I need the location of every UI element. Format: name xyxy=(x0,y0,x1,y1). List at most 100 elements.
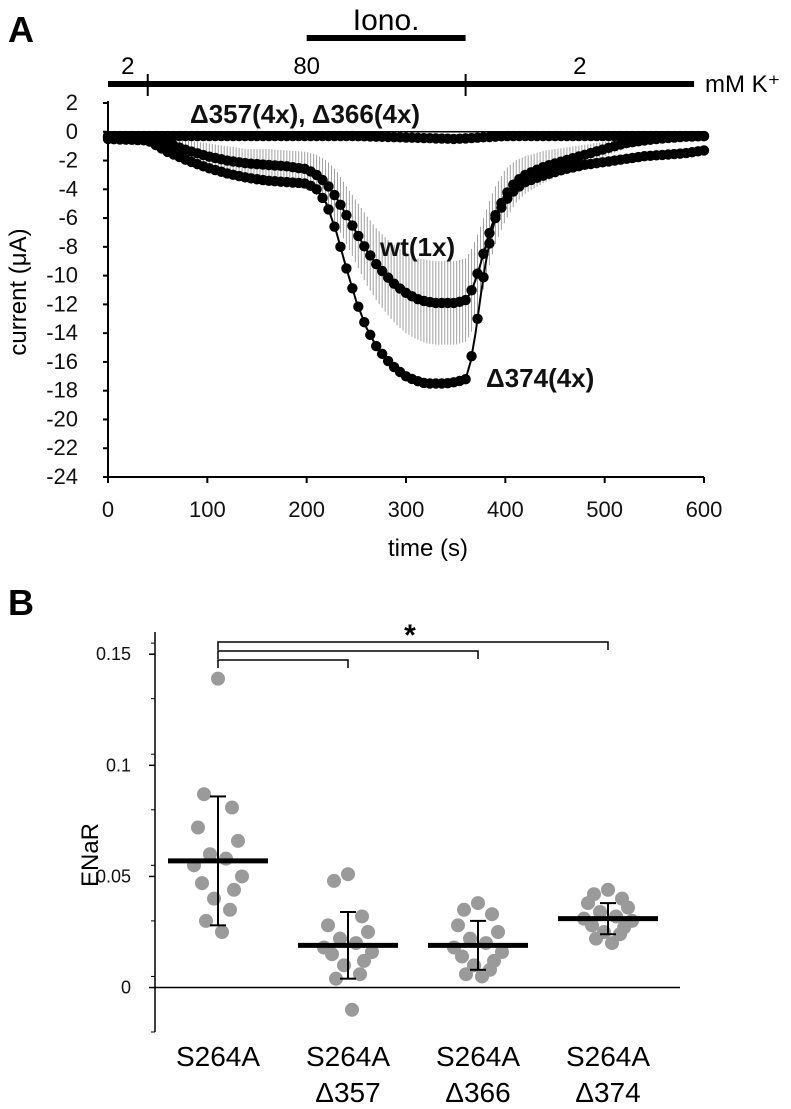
data-point xyxy=(195,876,209,891)
series-point xyxy=(490,212,501,224)
data-point xyxy=(491,925,505,939)
y-tick-label-b: 0.05 xyxy=(96,866,131,886)
data-point xyxy=(593,905,607,919)
category-label-sub: Δ357 xyxy=(315,1077,380,1108)
series-point xyxy=(466,285,477,296)
x-tick-label: 400 xyxy=(487,497,524,522)
series-point xyxy=(466,350,477,362)
data-point xyxy=(199,913,213,928)
y-tick-label: -14 xyxy=(46,320,78,345)
data-point xyxy=(197,787,211,802)
iono-label: Iono. xyxy=(353,4,420,37)
series-point xyxy=(698,130,710,142)
x-tick-label: 100 xyxy=(189,497,226,522)
data-point xyxy=(357,953,371,968)
series-point xyxy=(359,317,370,328)
significance-bracket xyxy=(217,659,349,668)
data-point xyxy=(327,873,341,888)
y-tick-label: -4 xyxy=(58,176,78,201)
panel-a-chart: 2 0 -2 -4 -6 -8 -10 -12 -14 -16 -18 -20 -22 -24 0 100 20… xyxy=(5,4,780,562)
data-point xyxy=(345,1002,359,1017)
y-tick-label: -24 xyxy=(46,464,78,489)
x-tick-label: 0 xyxy=(102,497,114,522)
y-tick-label: -2 xyxy=(58,148,78,173)
data-point xyxy=(225,800,239,815)
y-tick-label: -10 xyxy=(46,263,78,288)
series-point xyxy=(460,294,471,306)
data-point xyxy=(203,847,217,862)
data-point xyxy=(227,882,241,897)
series-point xyxy=(502,193,513,204)
data-point xyxy=(581,896,595,911)
series-point xyxy=(365,250,376,261)
series-point xyxy=(323,204,334,215)
data-point xyxy=(235,869,249,884)
series-point xyxy=(376,348,388,360)
data-point xyxy=(621,900,635,915)
y-tick-label: -18 xyxy=(46,378,78,403)
series-point xyxy=(496,202,507,213)
panel-b-axes: 0 0.05 0.1 0.15 S264A S264A Δ357 S264A Δ366 S264A… xyxy=(96,632,680,1108)
data-point xyxy=(459,967,473,982)
series-point xyxy=(365,329,376,341)
data-point xyxy=(601,882,615,897)
series-point xyxy=(359,241,370,252)
series-group xyxy=(102,130,710,389)
category-label: S264A xyxy=(566,1041,650,1072)
y-tick-label-b: 0.1 xyxy=(106,755,131,775)
data-point xyxy=(589,931,603,946)
y-tick-label: -20 xyxy=(46,406,78,431)
data-point xyxy=(231,833,245,848)
significance-star: * xyxy=(404,619,416,652)
data-point xyxy=(361,925,375,939)
y-axis-label-b: ENaR xyxy=(77,823,104,887)
series-point xyxy=(472,313,483,324)
data-point xyxy=(353,967,367,982)
data-point xyxy=(463,931,477,946)
k-unit-label: mM K⁺ xyxy=(705,71,780,98)
data-point xyxy=(365,945,379,959)
series-point xyxy=(347,220,358,231)
series-point xyxy=(376,265,388,277)
x-tick-label: 500 xyxy=(586,497,623,522)
series-point xyxy=(335,199,346,211)
y-tick-label-b: 0 xyxy=(121,978,131,998)
panel-label-a: A xyxy=(8,9,34,50)
data-point xyxy=(485,907,499,922)
y-tick-label: 0 xyxy=(66,119,78,144)
category-label: S264A xyxy=(436,1041,520,1072)
k-segment-label: 80 xyxy=(293,53,320,80)
series-point xyxy=(329,221,340,232)
series-point xyxy=(698,145,710,156)
y-axis-label: current (μA) xyxy=(5,228,32,355)
series-point xyxy=(353,301,364,312)
k-segment-label: 2 xyxy=(121,53,134,80)
data-point xyxy=(333,931,347,946)
y-tick-label: -16 xyxy=(46,349,78,374)
panel-b-chart: 0 0.05 0.1 0.15 S264A S264A Δ357 S264A Δ366 S264A… xyxy=(77,619,680,1108)
data-point xyxy=(191,820,205,835)
mean-sd-group xyxy=(168,795,658,980)
series-point xyxy=(311,184,322,195)
k-segment-label: 2 xyxy=(573,53,586,80)
x-tick-label: 300 xyxy=(388,497,425,522)
series-point xyxy=(341,210,352,221)
data-point xyxy=(325,947,339,962)
series-point xyxy=(371,258,382,270)
y-tick-label: -12 xyxy=(46,291,78,316)
series-point xyxy=(478,272,489,283)
significance-bracket xyxy=(217,650,479,659)
data-point xyxy=(223,902,237,917)
series-point xyxy=(329,189,340,201)
series-point xyxy=(460,373,471,385)
series-point xyxy=(484,238,495,249)
data-point xyxy=(495,945,509,959)
category-label: S264A xyxy=(306,1041,390,1072)
series-label-d357-d366: Δ357(4x), Δ366(4x) xyxy=(190,99,420,129)
points-group xyxy=(187,671,639,1017)
series-point xyxy=(353,230,364,242)
category-label-sub: Δ366 xyxy=(445,1077,510,1108)
data-point xyxy=(471,896,485,911)
data-point xyxy=(321,918,335,933)
y-tick-label: -6 xyxy=(58,205,78,230)
